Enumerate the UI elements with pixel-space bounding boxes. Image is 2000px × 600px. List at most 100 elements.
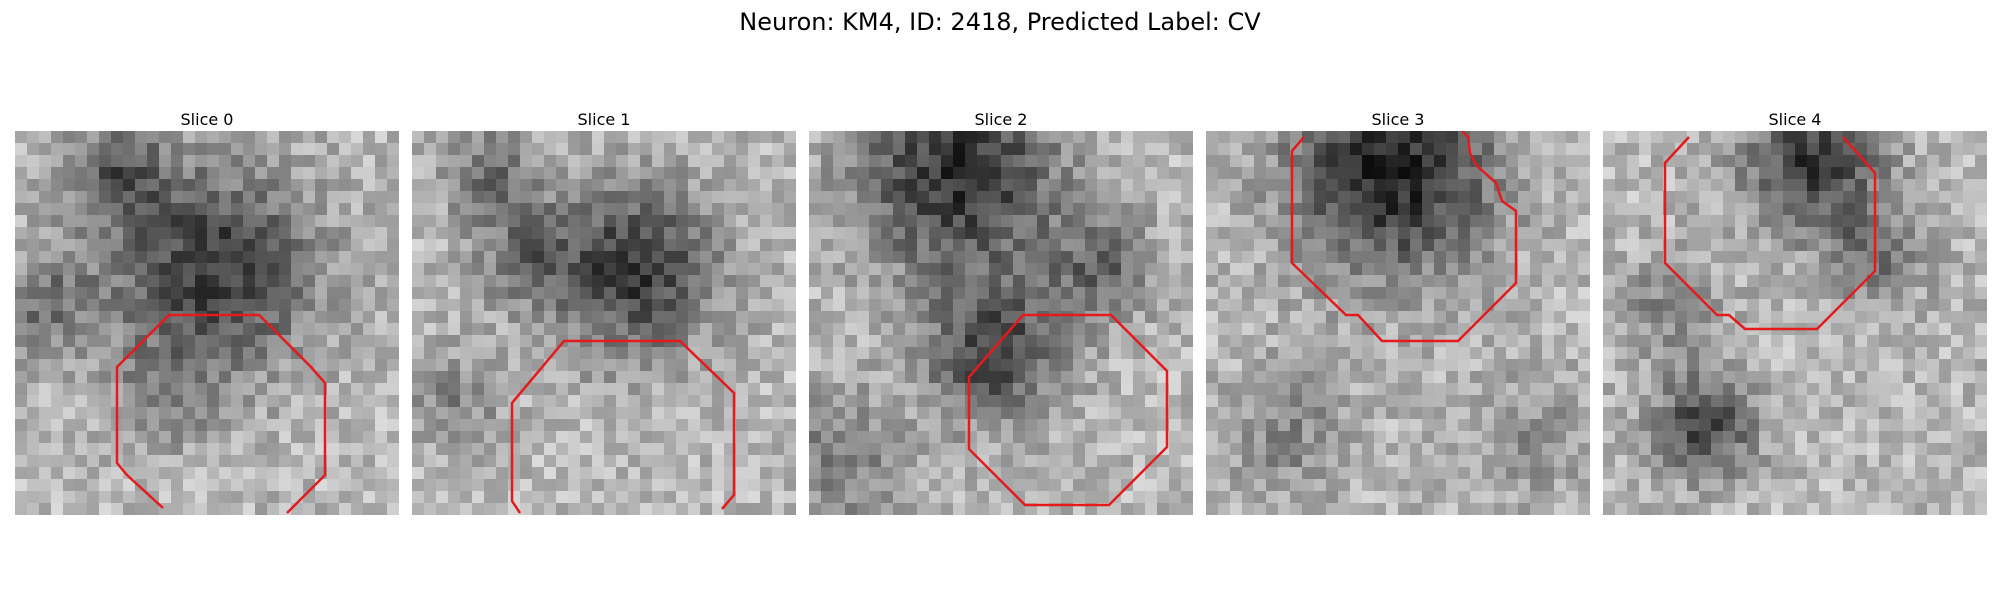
pixel — [147, 155, 159, 167]
pixel — [1362, 311, 1374, 323]
pixel — [688, 359, 700, 371]
pixel — [39, 335, 51, 347]
pixel — [1458, 227, 1470, 239]
pixel — [845, 479, 857, 491]
pixel — [375, 215, 387, 227]
pixel — [1278, 143, 1290, 155]
pixel — [736, 191, 748, 203]
pixel — [628, 287, 640, 299]
pixel — [1097, 467, 1109, 479]
pixel — [580, 347, 592, 359]
pixel — [147, 263, 159, 275]
pixel — [1554, 491, 1566, 503]
pixel — [1831, 131, 1843, 143]
pixel — [1578, 467, 1590, 479]
pixel — [965, 335, 977, 347]
pixel — [1891, 215, 1903, 227]
pixel — [652, 215, 664, 227]
pixel — [448, 359, 460, 371]
pixel — [929, 395, 941, 407]
pixel — [39, 287, 51, 299]
pixel — [1061, 323, 1073, 335]
pixel — [700, 443, 712, 455]
pixel — [1446, 287, 1458, 299]
pixel — [688, 479, 700, 491]
pixel — [1687, 287, 1699, 299]
pixel — [1759, 167, 1771, 179]
pixel — [1506, 443, 1518, 455]
pixel — [448, 431, 460, 443]
pixel — [905, 227, 917, 239]
pixel — [424, 287, 436, 299]
pixel — [809, 455, 821, 467]
pixel — [291, 479, 303, 491]
pixel — [1578, 431, 1590, 443]
pixel — [1855, 431, 1867, 443]
pixel — [1157, 311, 1169, 323]
pixel — [99, 467, 111, 479]
pixel — [375, 299, 387, 311]
pixel — [375, 467, 387, 479]
pixel — [472, 479, 484, 491]
pixel — [1651, 263, 1663, 275]
pixel — [1843, 419, 1855, 431]
pixel — [712, 323, 724, 335]
pixel — [688, 227, 700, 239]
pixel — [1867, 287, 1879, 299]
pixel — [965, 323, 977, 335]
pixel — [592, 299, 604, 311]
pixel — [1013, 263, 1025, 275]
pixel — [183, 503, 195, 515]
pixel — [183, 347, 195, 359]
pixel — [315, 335, 327, 347]
pixel — [111, 467, 123, 479]
pixel — [1206, 479, 1218, 491]
pixel — [496, 455, 508, 467]
pixel — [387, 347, 399, 359]
pixel — [99, 311, 111, 323]
pixel — [1915, 143, 1927, 155]
pixel — [1566, 131, 1578, 143]
pixel — [712, 347, 724, 359]
pixel — [965, 299, 977, 311]
pixel — [1458, 407, 1470, 419]
pixel — [87, 503, 99, 515]
pixel — [424, 191, 436, 203]
pixel — [1470, 251, 1482, 263]
pixel — [748, 251, 760, 263]
pixel — [436, 371, 448, 383]
pixel — [375, 431, 387, 443]
pixel — [1097, 323, 1109, 335]
pixel — [953, 227, 965, 239]
pixel — [664, 143, 676, 155]
pixel — [1013, 299, 1025, 311]
pixel — [363, 203, 375, 215]
pixel — [1206, 299, 1218, 311]
pixel — [424, 395, 436, 407]
pixel — [640, 191, 652, 203]
pixel — [1061, 407, 1073, 419]
pixel — [472, 143, 484, 155]
pixel — [135, 359, 147, 371]
pixel — [604, 479, 616, 491]
pixel — [664, 431, 676, 443]
pixel — [1073, 275, 1085, 287]
pixel — [291, 275, 303, 287]
pixel — [1927, 335, 1939, 347]
pixel — [1181, 503, 1193, 515]
pixel — [1242, 395, 1254, 407]
pixel — [375, 479, 387, 491]
pixel — [1506, 419, 1518, 431]
pixel — [1410, 275, 1422, 287]
pixel — [460, 347, 472, 359]
pixel — [1025, 167, 1037, 179]
pixel — [1915, 395, 1927, 407]
pixel — [508, 215, 520, 227]
pixel — [592, 311, 604, 323]
pixel — [1554, 359, 1566, 371]
pixel — [809, 143, 821, 155]
pixel — [1085, 371, 1097, 383]
pixel — [15, 191, 27, 203]
pixel — [436, 203, 448, 215]
pixel — [1615, 227, 1627, 239]
